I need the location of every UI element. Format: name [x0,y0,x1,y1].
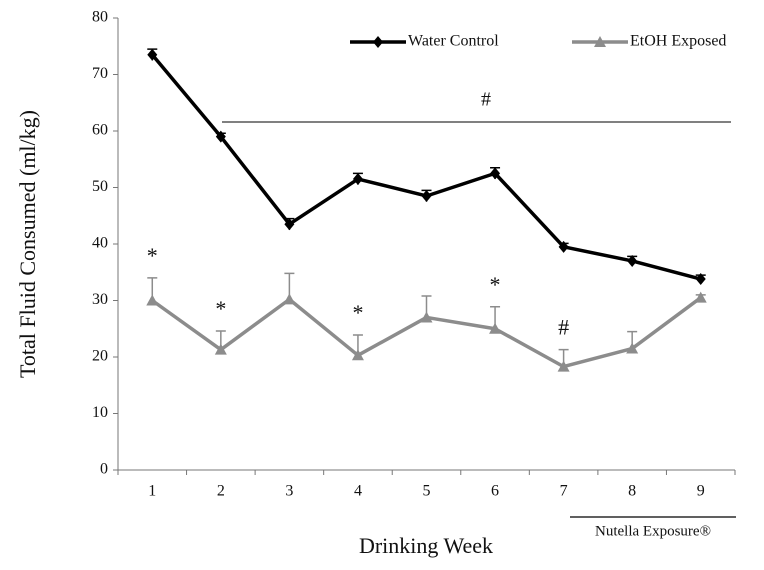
x-tick-label: 6 [491,483,499,500]
point [147,48,158,61]
x-tick-label: 9 [697,483,705,500]
point [489,322,502,334]
point [283,293,296,305]
x-tick-label: 4 [354,483,362,500]
legend-marker [373,36,383,48]
annotation: * [490,272,501,297]
y-tick-label: 0 [100,461,108,478]
series-line [150,53,702,281]
x-tick-label: 8 [628,483,636,500]
point [694,291,707,303]
x-tick-label: 7 [560,483,568,500]
annotation: * [215,296,226,321]
point [215,130,226,143]
annotation: * [352,300,363,325]
y-tick-label: 20 [92,348,108,365]
y-tick-label: 10 [92,404,108,421]
y-tick-label: 50 [92,178,108,195]
legend-label: Water Control [408,33,499,50]
point [626,342,639,354]
point [351,349,364,361]
point [284,218,295,231]
point [146,294,159,306]
y-tick-label: 60 [92,122,108,139]
point [490,167,501,180]
x-tick-label: 3 [285,483,293,500]
y-tick-label: 30 [92,291,108,308]
point [557,360,570,372]
y-tick-label: 70 [92,65,108,82]
significance-label: # [481,89,491,111]
x-tick-label: 1 [148,483,156,500]
point [420,311,433,323]
point [421,189,432,202]
period-label: Nutella Exposure® [595,523,711,539]
annotation: # [558,315,569,340]
x-tick-label: 2 [217,483,225,500]
legend-label: EtOH Exposed [630,33,726,50]
y-tick-label: 40 [92,235,108,252]
point [214,343,227,355]
point [352,173,363,186]
x-tick-label: 5 [423,483,431,500]
legend-marker [594,36,606,47]
x-axis-label: Drinking Week [359,533,493,558]
annotation: * [147,243,158,268]
y-tick-label: 80 [92,9,108,26]
point [695,273,706,286]
point [627,254,638,267]
point [558,240,569,253]
y-axis-label: Total Fluid Consumed (ml/kg) [15,110,40,378]
